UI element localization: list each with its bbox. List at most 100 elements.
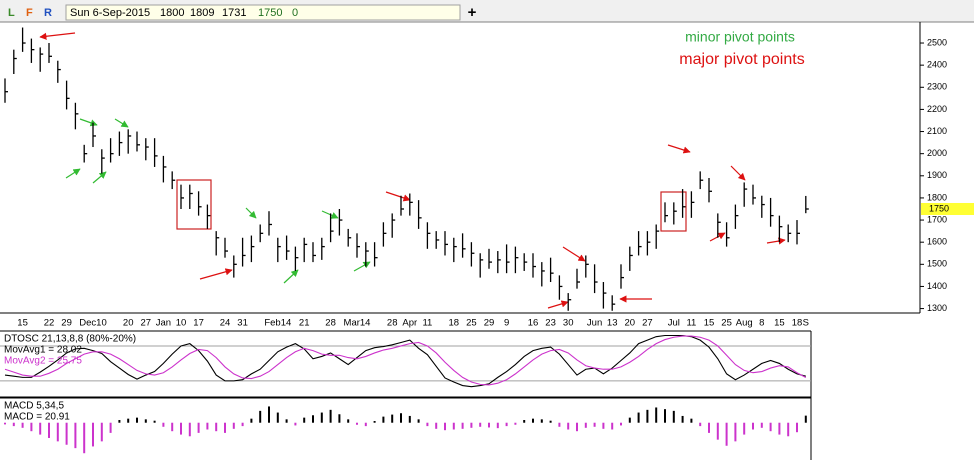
y-tick-label: 1800 [927, 192, 947, 202]
histogram-bar [664, 409, 666, 423]
histogram-bar [127, 418, 130, 423]
histogram-bar [488, 422, 490, 428]
x-tick-label: 25 [466, 318, 477, 329]
histogram-bar [74, 422, 77, 449]
histogram-bar [48, 422, 50, 438]
histogram-bar [532, 418, 534, 423]
x-tick-label: Jan [156, 318, 171, 329]
histogram-bar [250, 418, 253, 423]
histogram-bar [655, 407, 658, 423]
info-high: 1809 [190, 7, 214, 19]
histogram-bar [400, 413, 402, 423]
y-tick-label: 1700 [927, 214, 947, 224]
info-open: 1800 [160, 7, 184, 19]
histogram-bar [224, 422, 226, 433]
y-tick-label: 2500 [927, 37, 947, 47]
histogram-bar [567, 422, 570, 430]
histogram-bar [549, 420, 552, 423]
histogram-bar [39, 422, 42, 435]
histogram-bar [171, 422, 174, 432]
histogram-bar [699, 422, 702, 427]
x-tick-label: Jul [668, 318, 680, 329]
y-tick-label: 2300 [927, 82, 947, 92]
histogram-bar [100, 422, 103, 442]
y-tick-label: 2100 [927, 126, 947, 136]
y-tick-label: 1500 [927, 259, 947, 269]
histogram-bar [338, 414, 341, 423]
histogram-bar [118, 420, 121, 423]
x-tick-label: 29 [61, 318, 72, 329]
histogram-bar [303, 417, 306, 423]
info-volume: 0 [292, 7, 298, 19]
histogram-bar [796, 422, 798, 433]
legend-entry: MACD = 20.91 [4, 412, 70, 423]
x-tick-label: Feb14 [264, 318, 291, 329]
x-tick-label: 27 [642, 318, 653, 329]
histogram-bar [523, 420, 526, 423]
histogram-bar [743, 422, 746, 435]
histogram-bar [787, 422, 790, 437]
histogram-bar [56, 422, 59, 442]
histogram-bar [320, 412, 323, 423]
osc-line [4, 334, 806, 388]
histogram-bar [479, 422, 482, 427]
histogram-bar [778, 422, 781, 435]
histogram-bar [12, 422, 15, 427]
histogram-bar [505, 422, 508, 427]
annotation: minor pivot points [685, 29, 795, 45]
x-tick-label: 20 [625, 318, 636, 329]
histogram-bar [681, 415, 684, 423]
info-field [65, 4, 461, 21]
histogram-bar [109, 422, 112, 433]
panel-title: MACD 5,34,5 [4, 401, 64, 412]
x-tick-label: 13 [607, 318, 618, 329]
legend-entry: MovAvg1 = 28.02 [4, 345, 82, 356]
histogram-bar [646, 409, 649, 423]
histogram-bar [417, 419, 420, 423]
x-tick-label: 18 [792, 318, 803, 329]
histogram-bar [602, 422, 605, 429]
histogram-bar [760, 422, 763, 428]
histogram-bar [241, 422, 244, 427]
histogram-bar [153, 420, 156, 423]
x-tick-label: 31 [237, 318, 248, 329]
histogram-bar [496, 422, 499, 429]
histogram-bar [558, 422, 561, 427]
y-tick-label: 2000 [927, 148, 947, 158]
annotation: major pivot points [679, 51, 804, 68]
x-tick-label: 28 [325, 318, 336, 329]
histogram-bar [620, 422, 622, 426]
histogram-bar [611, 422, 614, 430]
price-tag [921, 202, 974, 215]
histogram-bar [593, 422, 596, 427]
histogram-bar [364, 422, 367, 427]
histogram-bar [162, 422, 165, 427]
histogram-bar [259, 410, 262, 423]
histogram-bar [312, 415, 314, 423]
histogram-bar [21, 422, 24, 428]
histogram-bar [30, 422, 33, 432]
histogram-bar [215, 422, 218, 432]
histogram-bar [197, 422, 200, 433]
histogram-bar [144, 419, 147, 423]
histogram-bar [206, 422, 209, 430]
x-tick-label: 15 [774, 318, 785, 329]
histogram-bar [734, 422, 737, 442]
x-tick-label: 27 [141, 318, 152, 329]
toolbar-button[interactable]: L [8, 7, 15, 19]
histogram-bar [232, 422, 235, 429]
add-button[interactable]: + [468, 4, 477, 21]
toolbar-button[interactable]: F [26, 7, 33, 19]
histogram-bar [356, 422, 358, 425]
histogram-bar [725, 422, 728, 446]
histogram-bar [65, 422, 68, 445]
x-tick-label: 15 [704, 318, 715, 329]
y-tick-label: 1600 [927, 237, 947, 247]
y-tick-label: 1400 [927, 281, 947, 291]
histogram-bar [716, 422, 719, 440]
histogram-bar [540, 419, 543, 423]
toolbar-button[interactable]: R [44, 7, 52, 19]
x-tick-label: 17 [193, 318, 204, 329]
histogram-bar [92, 422, 94, 447]
